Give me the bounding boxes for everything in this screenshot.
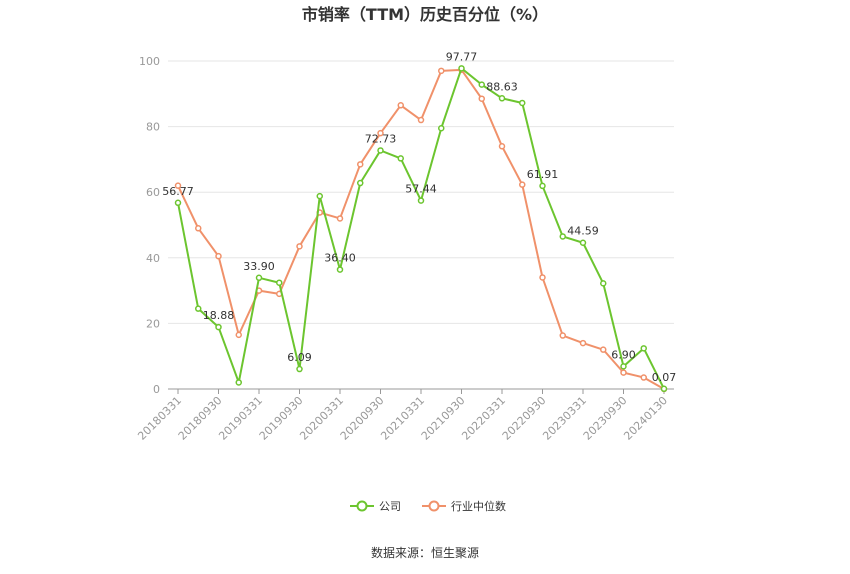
data-label: 88.63 bbox=[486, 80, 518, 93]
data-point-company[interactable] bbox=[417, 197, 425, 204]
legend[interactable]: 公司 行业中位数 bbox=[350, 499, 506, 513]
data-point-industry-median[interactable] bbox=[620, 369, 627, 376]
data-point-company[interactable] bbox=[235, 379, 242, 386]
data-label: 57.44 bbox=[405, 183, 437, 196]
data-point-industry-median[interactable] bbox=[417, 116, 425, 124]
data-label: 72.73 bbox=[365, 132, 397, 145]
data-label: 36.40 bbox=[324, 252, 356, 265]
data-point-industry-median[interactable] bbox=[215, 252, 222, 260]
data-label: 33.90 bbox=[243, 260, 275, 273]
data-point-industry-median[interactable] bbox=[397, 102, 404, 109]
data-label: 44.59 bbox=[567, 225, 599, 238]
y-tick-label: 100 bbox=[139, 55, 160, 68]
data-point-industry-median[interactable] bbox=[600, 346, 607, 353]
data-point-company[interactable] bbox=[519, 99, 526, 107]
data-label: 97.77 bbox=[446, 50, 478, 63]
data-point-industry-median[interactable] bbox=[498, 143, 506, 150]
y-tick-label: 20 bbox=[146, 317, 160, 330]
data-point-company[interactable] bbox=[660, 385, 668, 393]
y-axis: 0 20 40 60 80 100 bbox=[139, 55, 160, 396]
data-point-industry-median[interactable] bbox=[377, 129, 384, 137]
plot-area: 56.77 18.88 33.90 6.09 36.40 72.73 57.44 97.77 8… bbox=[162, 50, 677, 393]
data-point-company[interactable] bbox=[174, 199, 182, 207]
data-point-company[interactable] bbox=[620, 363, 627, 370]
data-point-industry-median[interactable] bbox=[478, 95, 485, 102]
legend-item-industry-median[interactable]: 行业中位数 bbox=[422, 499, 506, 513]
x-tick-label: 20240130 bbox=[621, 394, 670, 443]
data-source: 数据来源：恒生聚源 bbox=[371, 545, 479, 560]
data-point-company[interactable] bbox=[438, 124, 445, 132]
legend-label: 公司 bbox=[379, 500, 401, 513]
data-point-industry-median[interactable] bbox=[438, 67, 445, 75]
data-point-company[interactable] bbox=[539, 182, 546, 190]
legend-marker-icon bbox=[428, 500, 440, 512]
y-tick-label: 40 bbox=[146, 252, 160, 265]
data-point-industry-median[interactable] bbox=[195, 225, 202, 232]
data-point-company[interactable] bbox=[336, 266, 344, 273]
data-label: 18.88 bbox=[203, 309, 235, 322]
data-point-industry-median[interactable] bbox=[357, 161, 364, 168]
data-label: 61.91 bbox=[527, 168, 559, 181]
data-point-company[interactable] bbox=[397, 155, 404, 162]
y-tick-label: 80 bbox=[146, 121, 160, 134]
data-point-industry-median[interactable] bbox=[336, 215, 344, 222]
data-point-industry-median[interactable] bbox=[235, 331, 242, 339]
data-label: 6.09 bbox=[287, 351, 312, 364]
legend-marker-icon bbox=[356, 500, 368, 512]
data-point-company[interactable] bbox=[357, 179, 364, 187]
y-tick-label: 60 bbox=[146, 186, 160, 199]
data-label: 56.77 bbox=[162, 185, 194, 198]
data-point-company[interactable] bbox=[579, 239, 587, 246]
data-point-company[interactable] bbox=[640, 345, 647, 352]
x-axis: 2018033120180930201903312019093020200331… bbox=[135, 388, 674, 443]
data-point-company[interactable] bbox=[600, 280, 607, 287]
data-point-company[interactable] bbox=[316, 192, 323, 200]
data-point-company[interactable] bbox=[255, 274, 263, 282]
data-point-industry-median[interactable] bbox=[174, 182, 182, 189]
data-label: 6.90 bbox=[611, 348, 636, 361]
data-point-industry-median[interactable] bbox=[579, 339, 587, 347]
data-point-company[interactable] bbox=[377, 147, 384, 154]
data-point-industry-median[interactable] bbox=[519, 181, 526, 188]
data-point-company[interactable] bbox=[478, 81, 485, 88]
data-point-company[interactable] bbox=[195, 305, 202, 312]
data-point-industry-median[interactable] bbox=[559, 332, 566, 339]
data-point-company[interactable] bbox=[215, 323, 222, 331]
data-point-industry-median[interactable] bbox=[296, 243, 303, 250]
data-point-industry-median[interactable] bbox=[640, 374, 647, 381]
legend-label: 行业中位数 bbox=[451, 499, 506, 513]
data-label: 0.07 bbox=[652, 371, 677, 384]
data-point-company[interactable] bbox=[458, 65, 465, 72]
data-point-company[interactable] bbox=[276, 279, 283, 286]
legend-item-company[interactable]: 公司 bbox=[350, 500, 401, 513]
data-point-company[interactable] bbox=[559, 233, 566, 240]
data-point-company[interactable] bbox=[296, 365, 303, 373]
data-point-industry-median[interactable] bbox=[539, 274, 546, 281]
data-point-company[interactable] bbox=[498, 95, 506, 102]
chart-title: 市销率（TTM）历史百分位（%） bbox=[302, 5, 548, 24]
y-tick-label: 0 bbox=[153, 383, 160, 396]
